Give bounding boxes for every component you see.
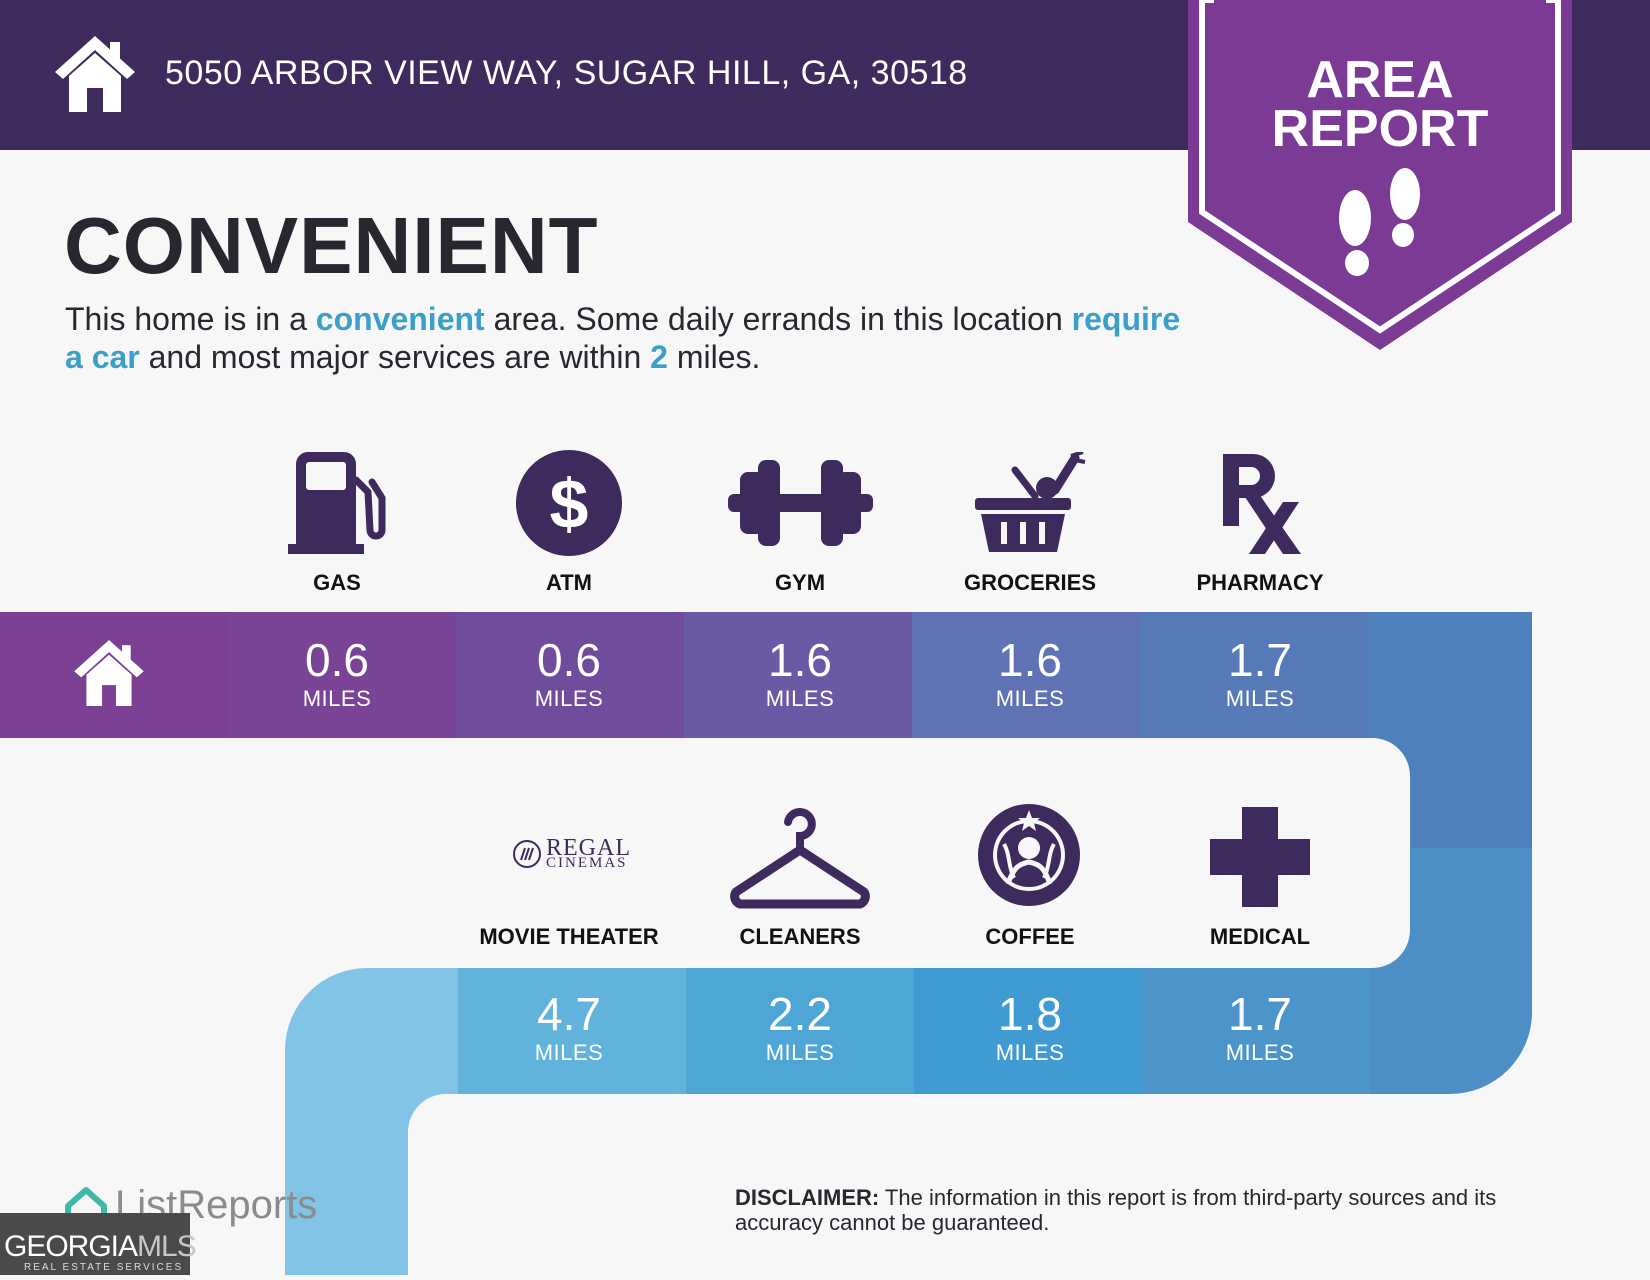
georgia-mls-logo-text: GEORGIAMLS — [4, 1230, 197, 1263]
disclaimer-text: The information in this report is from t… — [735, 1185, 1497, 1235]
svg-text:$: $ — [550, 465, 589, 543]
regal-cinemas-logo — [511, 838, 543, 875]
distance-value-medical: 1.7 — [1228, 988, 1292, 1040]
category-label-medical: MEDICAL — [1209, 924, 1311, 949]
footprints-icon — [1333, 168, 1429, 283]
gas-pump-icon — [288, 452, 388, 559]
home-start-icon — [74, 640, 144, 711]
distance-value-atm: 0.6 — [537, 634, 601, 686]
distance-unit-groceries: MILES — [995, 686, 1065, 711]
basket-icon — [975, 450, 1087, 559]
category-label-movie-theater: MOVIE THEATER — [479, 924, 659, 949]
distance-unit-movie-theater: MILES — [534, 1040, 604, 1065]
distance-value-movie-theater: 4.7 — [537, 988, 601, 1040]
georgia-mls-tagline: REAL ESTATE SERVICES — [24, 1262, 184, 1273]
distance-unit-medical: MILES — [1225, 1040, 1295, 1065]
dollar-icon: $ — [516, 450, 622, 561]
distance-unit-atm: MILES — [534, 686, 604, 711]
distance-unit-gas: MILES — [302, 686, 372, 711]
georgia-mls-logo — [0, 1213, 190, 1275]
area-report-badge — [1180, 0, 1580, 350]
starbucks-logo — [978, 804, 1080, 911]
medical-cross-icon — [1208, 805, 1312, 912]
category-label-gym: GYM — [774, 570, 826, 595]
category-label-groceries: GROCERIES — [963, 570, 1097, 595]
highlight-convenient: convenient — [315, 301, 485, 337]
badge-line-2: REPORT — [1271, 100, 1489, 158]
distance-value-groceries: 1.6 — [998, 634, 1062, 686]
distance-unit-pharmacy: MILES — [1225, 686, 1295, 711]
distance-value-cleaners: 2.2 — [768, 988, 832, 1040]
house-icon — [55, 36, 135, 112]
category-label-coffee: COFFEE — [985, 924, 1075, 949]
property-address: 5050 ARBOR VIEW WAY, SUGAR HILL, GA, 305… — [165, 54, 968, 92]
distance-value-pharmacy: 1.7 — [1228, 634, 1292, 686]
category-label-cleaners: CLEANERS — [739, 924, 861, 949]
dumbbell-icon — [728, 460, 873, 551]
category-label-atm: ATM — [545, 570, 593, 595]
distance-value-gym: 1.6 — [768, 634, 832, 686]
disclaimer-label: DISCLAIMER: — [735, 1185, 880, 1210]
summary-text: This home is in a convenient area. Some … — [65, 301, 1181, 375]
disclaimer: DISCLAIMER: The information in this repo… — [735, 1185, 1585, 1235]
hanger-icon — [728, 806, 872, 915]
distance-unit-gym: MILES — [765, 686, 835, 711]
regal-logo-text-1: REGAL — [546, 835, 631, 861]
category-label-pharmacy: PHARMACY — [1196, 570, 1324, 595]
distance-value-coffee: 1.8 — [998, 988, 1062, 1040]
distance-unit-coffee: MILES — [995, 1040, 1065, 1065]
highlight-miles: 2 — [650, 339, 668, 375]
category-label-gas: GAS — [313, 570, 361, 595]
rx-icon — [1223, 454, 1301, 559]
regal-logo-text-2: CINEMAS — [546, 855, 628, 871]
distance-unit-cleaners: MILES — [765, 1040, 835, 1065]
highlight-require-car: require a car — [65, 301, 1181, 375]
page-title: CONVENIENT — [64, 201, 599, 290]
badge-line-1: AREA — [1306, 51, 1454, 109]
distance-value-gas: 0.6 — [305, 634, 369, 686]
